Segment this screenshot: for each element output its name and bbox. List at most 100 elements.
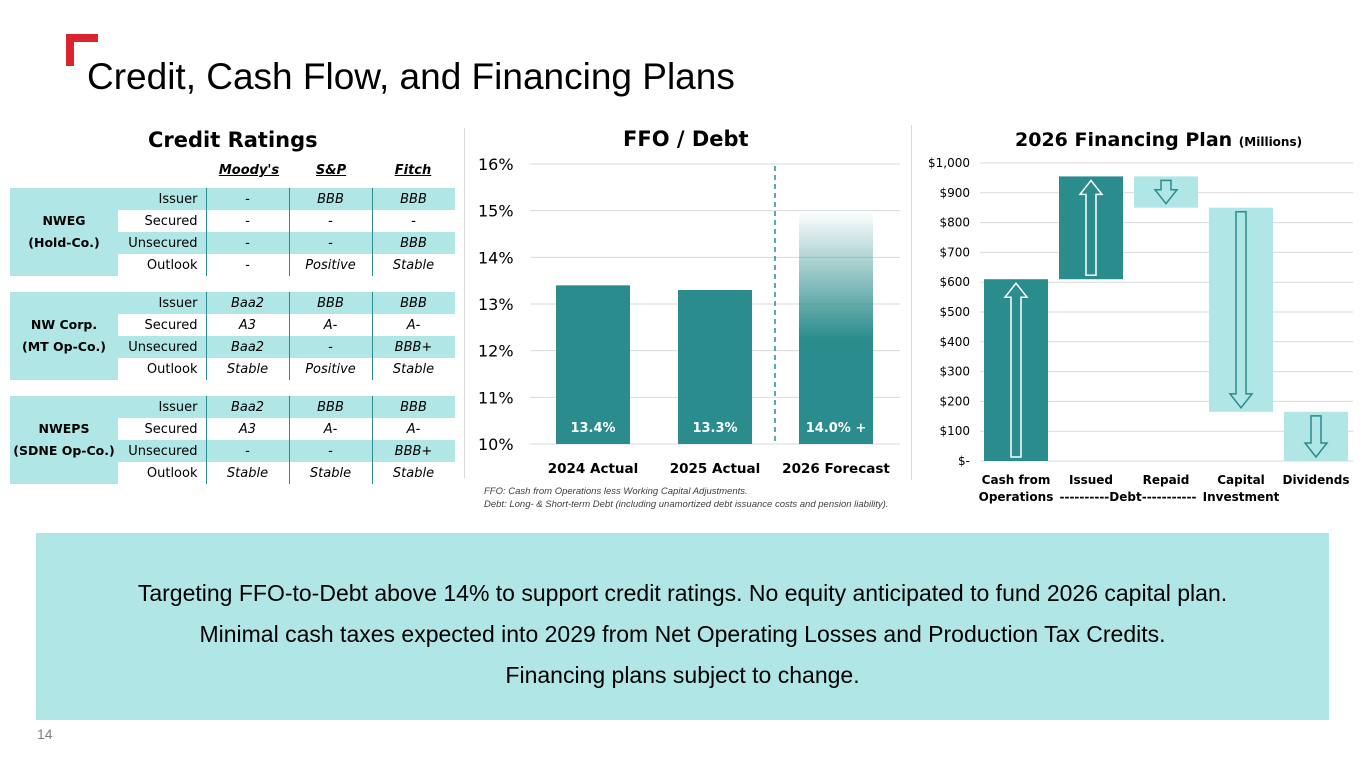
table-row: Unsecured - - BBB+ [10, 440, 455, 462]
x-tick-label: 2025 Actual [670, 461, 761, 477]
corner-accent-icon [66, 34, 98, 66]
rating-value: A- [406, 317, 421, 333]
x-tick-label: Cash from [982, 473, 1051, 487]
rating-value: BBB [372, 396, 455, 418]
rating-value: - [411, 213, 416, 229]
y-tick-label: $300 [939, 365, 970, 379]
entity-cell: NW Corp. (MT Op-Co.) [10, 292, 118, 380]
ffo-chart-title: FFO / Debt [623, 127, 749, 151]
ratings-table-nweg: NWEG (Hold-Co.) Issuer - BBB BBB Secured … [10, 188, 455, 276]
page-number: 14 [37, 726, 53, 742]
waterfall-bar [1134, 176, 1198, 208]
financing-title-text: 2026 Financing Plan [1015, 129, 1233, 151]
ffo-debt-chart: 10% 11% 12% 13% 14% 15% 16% 13.4% 2024 Actual 13.… [478, 155, 900, 477]
waterfall-bar [984, 279, 1048, 461]
divider [464, 128, 465, 478]
waterfall-bar [1284, 411, 1348, 461]
x-tick-label: 2026 Forecast [782, 461, 890, 477]
rating-value: Stable [289, 462, 373, 484]
table-row: Outlook Stable Stable Stable [10, 462, 455, 484]
rating-value: Stable [392, 257, 435, 273]
callout-line-1: Targeting FFO-to-Debt above 14% to suppo… [137, 580, 1228, 606]
bar [678, 290, 752, 444]
rating-type: Unsecured [118, 440, 207, 462]
entity-sub: (SDNE Op-Co.) [13, 443, 115, 458]
rating-value: BBB+ [372, 336, 455, 358]
y-tick-label: $800 [939, 216, 970, 230]
y-tick-label: $500 [939, 305, 970, 319]
rating-type: Issuer [118, 188, 207, 210]
arrow-up-icon [1003, 282, 1029, 458]
rating-type: Issuer [118, 292, 207, 314]
debt-group-label: ----------Debt----------- [1059, 490, 1196, 504]
rating-value: BBB+ [372, 440, 455, 462]
y-tick-label: $900 [939, 186, 970, 200]
rating-value: - [206, 188, 290, 210]
rating-type: Outlook [118, 254, 207, 276]
agency-fitch: Fitch [394, 163, 432, 178]
y-tick-label: 12% [478, 342, 514, 361]
x-tick-label: Investment [1203, 490, 1280, 504]
rating-value: BBB [289, 292, 373, 314]
rating-type: Secured [118, 418, 207, 440]
table-row: Secured A3 A- A- [10, 314, 455, 336]
rating-value: Positive [289, 358, 373, 380]
footnote-ffo: FFO: Cash from Operations less Working C… [484, 486, 748, 497]
table-row: Unsecured Baa2 - BBB+ [10, 336, 455, 358]
rating-value: Baa2 [206, 336, 290, 358]
y-tick-label: 13% [478, 295, 514, 314]
rating-type: Unsecured [118, 232, 207, 254]
rating-value: - [206, 210, 290, 232]
table-row: Outlook Stable Positive Stable [10, 358, 455, 380]
bar [556, 285, 630, 444]
table-row: NWEPS (SDNE Op-Co.) Issuer Baa2 BBB BBB [10, 396, 455, 484]
entity-sub: (Hold-Co.) [28, 235, 100, 250]
rating-value: BBB [372, 232, 455, 254]
arrow-up-icon [1078, 179, 1104, 276]
table-row: Secured A3 A- A- [10, 418, 455, 440]
callout-line-2: Minimal cash taxes expected into 2029 fr… [199, 621, 1166, 647]
footnote-debt: Debt: Long- & Short-term Debt (including… [484, 498, 889, 510]
rating-type: Outlook [118, 358, 207, 380]
rating-value: - [206, 440, 290, 462]
entity-sub: (MT Op-Co.) [21, 339, 106, 354]
rating-value: Stable [392, 465, 435, 481]
y-tick-label: 15% [478, 202, 514, 221]
y-tick-label: $700 [939, 245, 970, 259]
table-row: Unsecured - - BBB [10, 232, 455, 254]
rating-value: - [289, 232, 373, 254]
rating-type: Unsecured [118, 336, 207, 358]
agency-moodys: Moody's [218, 163, 280, 178]
y-tick-label: 16% [478, 155, 514, 174]
rating-value: Positive [289, 254, 373, 276]
rating-type: Issuer [118, 396, 207, 418]
waterfall-bar [1059, 176, 1123, 280]
rating-value: Baa2 [206, 292, 290, 314]
financing-chart-title: 2026 Financing Plan (Millions) [1015, 129, 1302, 151]
entity-name: NW Corp. [30, 317, 98, 332]
rating-type: Secured [118, 314, 207, 336]
x-tick-label: Issued [1069, 473, 1113, 487]
bar-data-label: 13.3% [692, 421, 737, 436]
rating-value: Stable [206, 358, 290, 380]
divider [911, 125, 912, 480]
summary-callout: Targeting FFO-to-Debt above 14% to suppo… [36, 533, 1329, 720]
agency-sp: S&P [315, 163, 347, 178]
arrow-down-icon [1228, 210, 1254, 410]
y-tick-label: $600 [939, 275, 970, 289]
rating-value: A- [406, 421, 421, 437]
rating-value: - [289, 210, 373, 232]
y-tick-label: $100 [939, 424, 970, 438]
table-row: NW Corp. (MT Op-Co.) Issuer Baa2 BBB BBB [10, 292, 455, 380]
y-tick-label: 10% [478, 435, 514, 454]
y-tick-label: $- [958, 454, 970, 468]
ratings-table-nwcorp: NW Corp. (MT Op-Co.) Issuer Baa2 BBB BBB … [10, 292, 455, 380]
callout-line-3: Financing plans subject to change. [505, 662, 860, 688]
page-title: Credit, Cash Flow, and Financing Plans [87, 56, 735, 97]
y-tick-label: $400 [939, 335, 970, 349]
x-tick-label: Capital [1217, 473, 1265, 487]
bar [799, 210, 873, 444]
financing-plan-chart: $- $100 $200 $300 $400 $500 $600 $700 $800 $900 $1… [928, 156, 1353, 504]
rating-value: A- [289, 418, 373, 440]
rating-value: A- [289, 314, 373, 336]
